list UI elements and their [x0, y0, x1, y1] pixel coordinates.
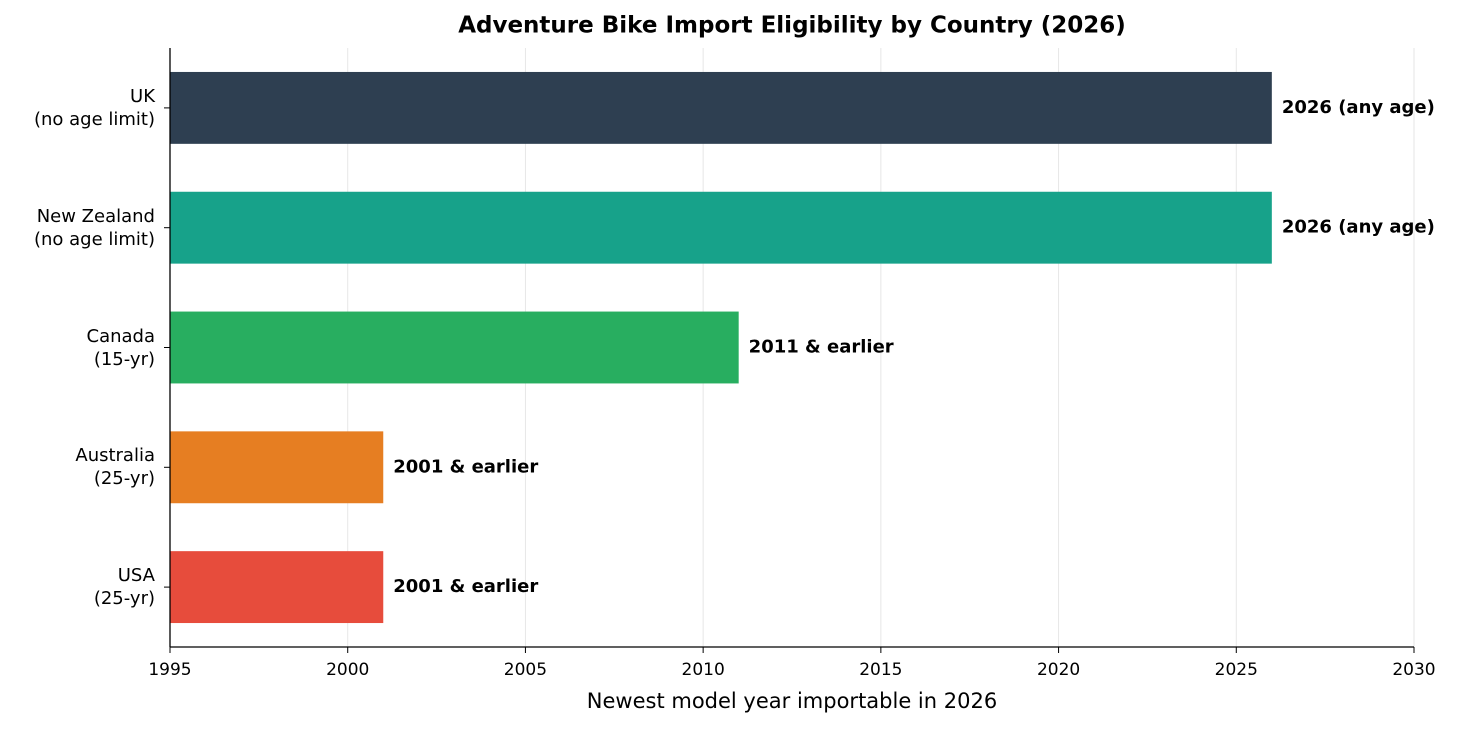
- y-tick-label: USA (25-yr): [93, 565, 155, 610]
- x-tick-label: 2020: [1037, 660, 1080, 680]
- x-tick-label: 1995: [148, 660, 191, 680]
- bar: [170, 191, 1272, 264]
- y-tick-label: Australia (25-yr): [75, 445, 155, 490]
- x-tick-label: 2005: [504, 660, 547, 680]
- value-label: 2001 & earlier: [393, 576, 538, 597]
- bar: [170, 551, 384, 624]
- chart-title: Adventure Bike Import Eligibility by Cou…: [458, 13, 1126, 39]
- x-tick-label: 2000: [326, 660, 369, 680]
- x-tick-label: 2015: [859, 660, 902, 680]
- y-tick-label: New Zealand (no age limit): [33, 205, 155, 250]
- x-tick-label: 2030: [1392, 660, 1435, 680]
- y-tick-label: Canada (15-yr): [86, 325, 156, 370]
- y-tick-label: UK (no age limit): [33, 85, 155, 130]
- value-label: 2011 & earlier: [749, 337, 894, 358]
- bar: [170, 311, 739, 384]
- bar: [170, 431, 384, 504]
- x-tick-label: 2025: [1215, 660, 1258, 680]
- x-tick-label: 2010: [682, 660, 725, 680]
- x-axis-label: Newest model year importable in 2026: [587, 689, 997, 713]
- bar: [170, 71, 1272, 144]
- value-label: 2001 & earlier: [393, 456, 538, 477]
- value-label: 2026 (any age): [1282, 97, 1435, 118]
- value-label: 2026 (any age): [1282, 217, 1435, 238]
